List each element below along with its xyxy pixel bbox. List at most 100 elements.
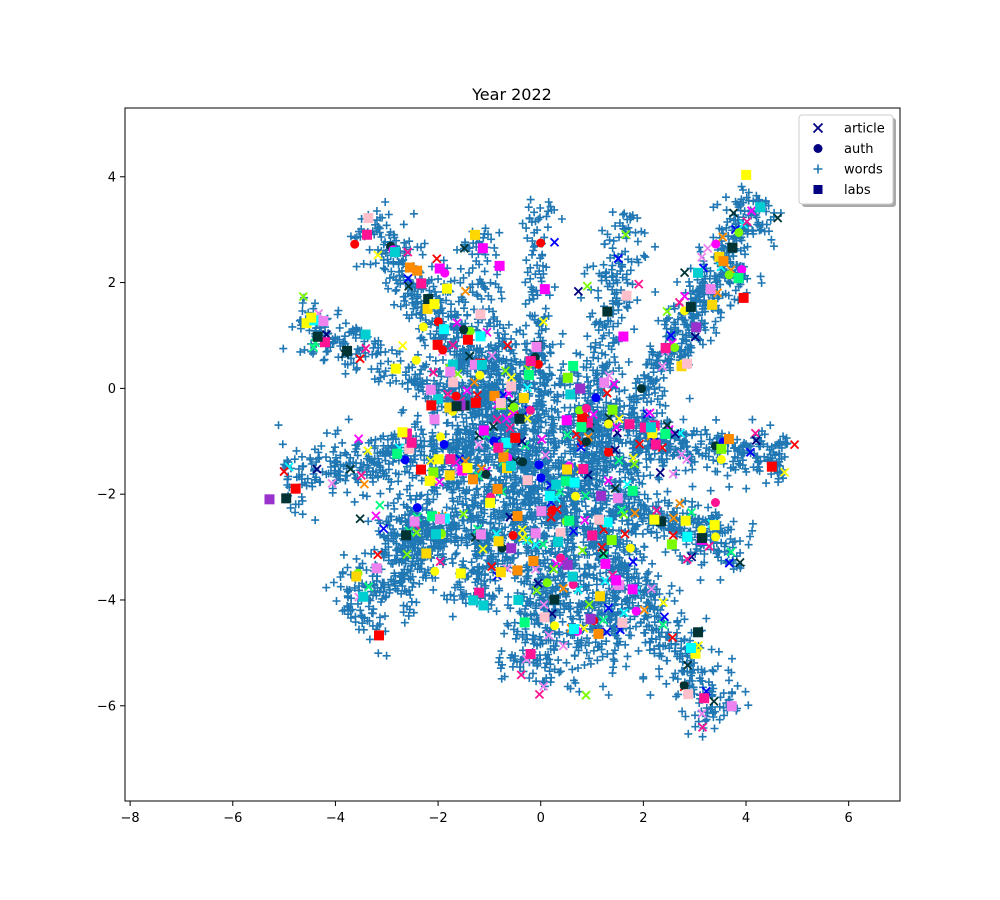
- labs-point: [691, 322, 702, 333]
- article-point: [582, 281, 592, 291]
- article-point: [675, 498, 685, 509]
- labs-point: [607, 404, 618, 415]
- labs-point: [536, 506, 547, 517]
- legend-marker-words: [813, 164, 823, 174]
- labs-point: [264, 494, 275, 505]
- labs-point: [318, 316, 329, 327]
- article-point: [609, 379, 619, 389]
- labs-point: [501, 437, 512, 448]
- auth-point: [350, 239, 360, 249]
- labs-point: [680, 515, 691, 526]
- labs-point: [477, 243, 488, 254]
- labs-point: [666, 539, 677, 550]
- labs-point: [525, 649, 536, 660]
- article-point: [683, 660, 693, 670]
- labs-point: [709, 520, 720, 531]
- labs-point: [494, 260, 505, 271]
- article-point: [628, 557, 638, 567]
- article-point: [735, 557, 745, 568]
- labs-point: [429, 299, 440, 310]
- article-point: [726, 547, 736, 557]
- labs-point: [462, 463, 473, 474]
- auth-point: [525, 405, 535, 415]
- legend-box: [798, 114, 894, 205]
- article-point: [522, 413, 532, 424]
- auth-point: [591, 393, 601, 403]
- article-point: [469, 377, 480, 387]
- labs-point: [649, 514, 660, 525]
- auth-point: [724, 270, 734, 280]
- labs-point: [531, 341, 542, 352]
- labs-point: [468, 595, 479, 606]
- article-point: [599, 551, 609, 561]
- article-point: [364, 582, 374, 592]
- legend-marker-labs: [813, 185, 823, 194]
- article-point: [549, 564, 559, 574]
- legend-label-article: article: [844, 122, 885, 137]
- article-point: [652, 505, 662, 516]
- labs-point: [425, 384, 436, 395]
- chart-title: Year 2022: [471, 85, 552, 104]
- article-point: [602, 627, 612, 637]
- labs-point: [431, 529, 442, 540]
- article-point: [619, 509, 629, 519]
- y-tick-label: −6: [97, 699, 116, 714]
- auth-point: [436, 432, 446, 442]
- labs-point: [562, 464, 573, 475]
- plot-marks: [264, 169, 800, 741]
- labs-point: [404, 443, 415, 454]
- auth-point: [603, 419, 613, 429]
- labs-point: [434, 263, 445, 274]
- labs-point: [528, 555, 539, 566]
- labs-point: [404, 262, 415, 273]
- x-axis: −8 −6 −4 −2 0 2 4 6: [121, 801, 853, 826]
- labs-point: [475, 331, 486, 342]
- legend-label-labs: labs: [844, 183, 871, 198]
- labs-point: [596, 490, 607, 501]
- labs-point: [433, 393, 444, 404]
- article-point: [488, 421, 499, 432]
- article-point: [434, 477, 445, 487]
- article-point: [602, 388, 612, 398]
- article-point: [751, 435, 761, 446]
- labs-point: [506, 381, 517, 392]
- auth-point: [679, 681, 689, 691]
- auth-point: [710, 498, 720, 508]
- labs-point: [576, 422, 587, 433]
- labs-point: [681, 358, 692, 369]
- labs-point: [495, 567, 506, 578]
- article-point: [667, 632, 678, 643]
- article-point: [668, 513, 679, 523]
- article-point: [639, 605, 649, 615]
- auth-point: [430, 566, 440, 576]
- article-point: [355, 354, 365, 364]
- y-tick-label: −4: [97, 593, 116, 608]
- y-axis: 4 2 0 −2 −4 −6: [97, 170, 125, 714]
- labs-point: [492, 483, 503, 494]
- article-point: [620, 229, 631, 240]
- labs-point: [656, 516, 667, 527]
- auth-point: [574, 406, 584, 416]
- auth-point: [603, 447, 613, 457]
- labs-point: [474, 587, 485, 598]
- article-point: [537, 434, 547, 444]
- article-point: [522, 382, 533, 393]
- labs-point: [445, 366, 456, 377]
- article-point: [538, 681, 549, 692]
- auth-point: [542, 578, 552, 588]
- article-point: [458, 509, 469, 519]
- labs-point: [485, 497, 496, 508]
- article-point: [603, 603, 614, 613]
- labs-point: [512, 511, 523, 522]
- auth-point: [439, 439, 449, 449]
- labs-point: [690, 648, 701, 659]
- labs-point: [427, 511, 438, 522]
- article-point: [634, 439, 645, 449]
- auth-point: [533, 359, 543, 369]
- article-point: [668, 469, 678, 479]
- labs-point: [421, 548, 432, 559]
- article-point: [728, 208, 739, 218]
- article-point: [645, 408, 655, 418]
- labs-point: [549, 594, 560, 605]
- auth-point: [670, 343, 680, 353]
